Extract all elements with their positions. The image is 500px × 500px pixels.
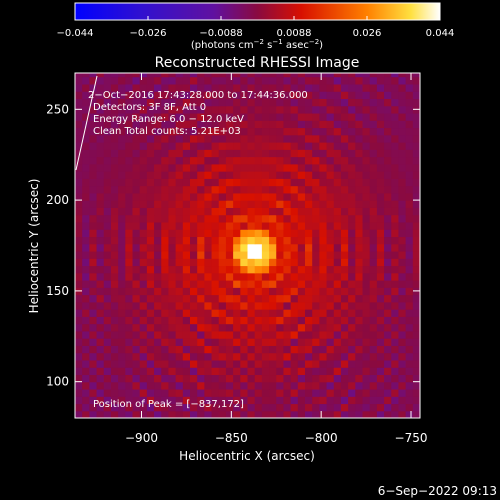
colorbar-tick-label: 0.044 [426, 28, 455, 39]
colorbar-gradient [74, 2, 441, 21]
colorbar-ticks: −0.044 −0.026 −0.0088 0.0088 0.026 0.044 [56, 16, 454, 39]
plot-title: Reconstructed RHESSI Image [155, 55, 360, 71]
colorbar-units-label: (photons cm−2 s−1 asec−2) [191, 38, 323, 51]
timestamp: 6−Sep−2022 09:13 [378, 484, 497, 498]
y-tick-label: 250 [46, 102, 69, 116]
info-detectors: Detectors: 3F 8F, Att 0 [93, 102, 206, 113]
colorbar-tick-label: 0.026 [353, 28, 382, 39]
plot-frame [74, 72, 421, 419]
solar-limb-line [75, 75, 98, 171]
axis-ticks: −900 −850 −800 −750 100 150 200 250 [46, 73, 428, 445]
colorbar-tick-label: 0.0088 [277, 28, 312, 39]
x-tick-label: −900 [125, 431, 158, 445]
info-energy-range: Energy Range: 6.0 − 12.0 keV [93, 114, 244, 125]
y-tick-label: 200 [46, 193, 69, 207]
x-tick-label: −750 [395, 431, 428, 445]
info-clean-counts: Clean Total counts: 5.21E+03 [93, 126, 241, 137]
colorbar-tick-label: −0.044 [56, 28, 93, 39]
x-tick-label: −850 [215, 431, 248, 445]
info-block: 2−Oct−2016 17:43:28.000 to 17:44:36.000 … [88, 90, 308, 137]
x-tick-label: −800 [305, 431, 338, 445]
y-tick-label: 100 [46, 375, 69, 389]
colorbar-tick-label: −0.026 [129, 28, 166, 39]
colorbar: −0.044 −0.026 −0.0088 0.0088 0.026 0.044 (pho… [56, 2, 454, 51]
y-tick-label: 150 [46, 284, 69, 298]
image-area [75, 73, 420, 418]
colorbar-tick-label: −0.0088 [199, 28, 242, 39]
x-axis-label: Heliocentric X (arcsec) [179, 449, 315, 463]
y-axis-label: Heliocentric Y (arcsec) [27, 179, 41, 314]
pixel-grid [75, 73, 420, 418]
peak-position-label: Position of Peak = [−837,172] [93, 399, 244, 410]
info-time-range: 2−Oct−2016 17:43:28.000 to 17:44:36.000 [88, 90, 308, 101]
